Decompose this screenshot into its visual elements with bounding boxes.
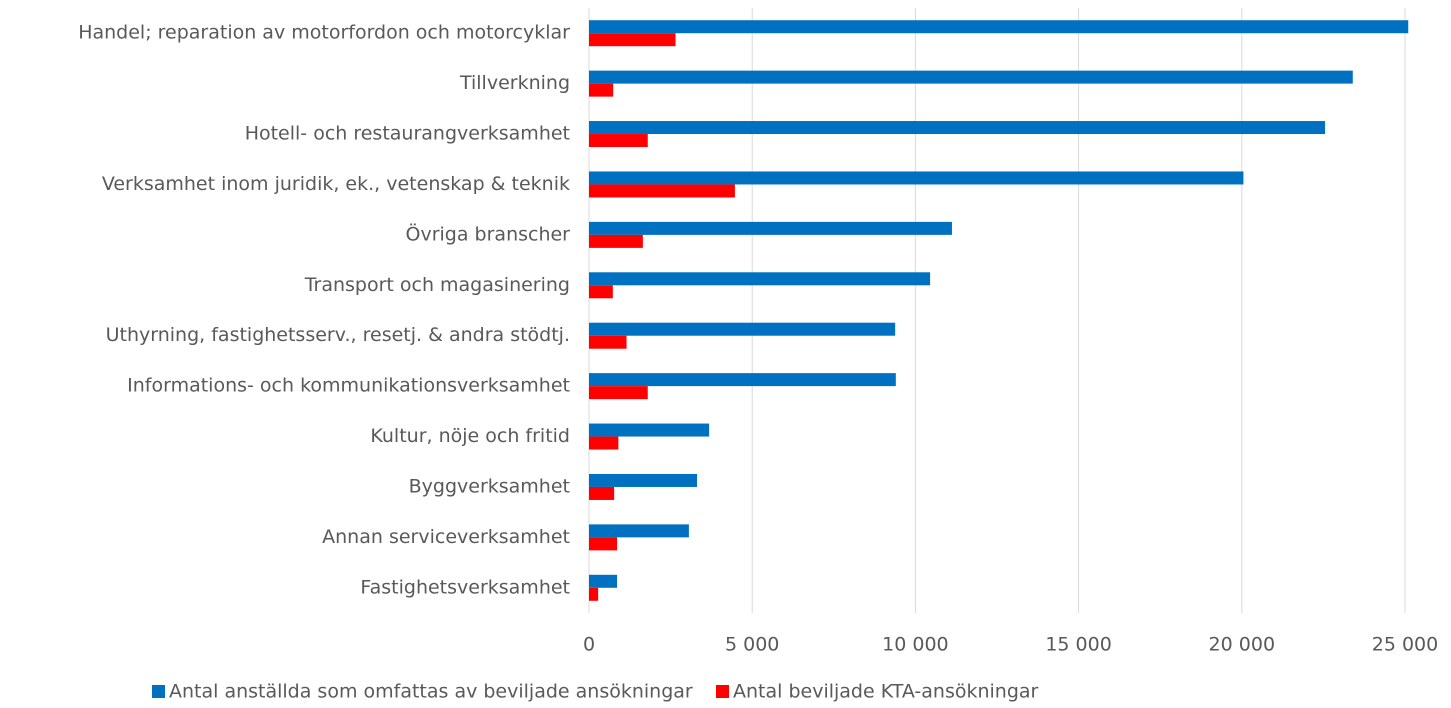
bar: [589, 537, 618, 551]
y-tick-label: Byggverksamhet: [409, 475, 570, 497]
y-tick-label: Uthyrning, fastighetsserv., resetj. & an…: [106, 324, 570, 346]
bar: [589, 386, 648, 400]
y-tick-label: Tillverkning: [459, 72, 570, 94]
y-tick-label: Fastighetsverksamhet: [360, 576, 570, 598]
y-tick-label: Kultur, nöje och fritid: [370, 425, 570, 447]
bar: [589, 373, 896, 387]
y-tick-label: Annan serviceverksamhet: [322, 526, 570, 548]
bar: [589, 486, 615, 500]
legend-swatch: [152, 685, 165, 698]
bar: [589, 574, 618, 588]
bar: [589, 121, 1326, 135]
bar: [589, 272, 931, 286]
bar: [589, 423, 710, 437]
legend-label: Antal beviljade KTA-ansökningar: [733, 681, 1039, 703]
x-tick-label: 0: [583, 634, 595, 656]
legend-label: Antal anställda som omfattas av beviljad…: [169, 681, 693, 703]
bar: [589, 285, 613, 299]
y-tick-label: Informations- och kommunikationsverksamh…: [127, 375, 570, 397]
bar: [589, 473, 698, 487]
y-tick-label: Hotell- och restaurangverksamhet: [245, 123, 570, 145]
x-tick-label: 25 000: [1372, 634, 1438, 656]
bar: [589, 134, 648, 148]
legend-swatch: [716, 685, 729, 698]
bar: [589, 184, 735, 198]
bar: [589, 524, 689, 538]
x-tick-label: 20 000: [1209, 634, 1275, 656]
y-tick-label: Handel; reparation av motorfordon och mo…: [78, 22, 570, 44]
bar: [589, 171, 1244, 185]
y-tick-label: Övriga branscher: [406, 222, 571, 245]
bar: [589, 83, 614, 97]
bar: [589, 20, 1409, 34]
y-tick-label: Verksamhet inom juridik, ek., vetenskap …: [102, 173, 570, 195]
x-tick-label: 15 000: [1045, 634, 1111, 656]
bar: [589, 33, 676, 47]
bar: [589, 221, 952, 235]
y-tick-label: Transport och magasinering: [304, 274, 570, 296]
bar: [589, 335, 627, 349]
bar: [589, 70, 1353, 84]
x-tick-label: 10 000: [882, 634, 948, 656]
bar: [589, 587, 599, 601]
bar: [589, 322, 896, 336]
x-tick-label: 5 000: [725, 634, 779, 656]
bar: [589, 234, 643, 248]
bar: [589, 436, 619, 450]
